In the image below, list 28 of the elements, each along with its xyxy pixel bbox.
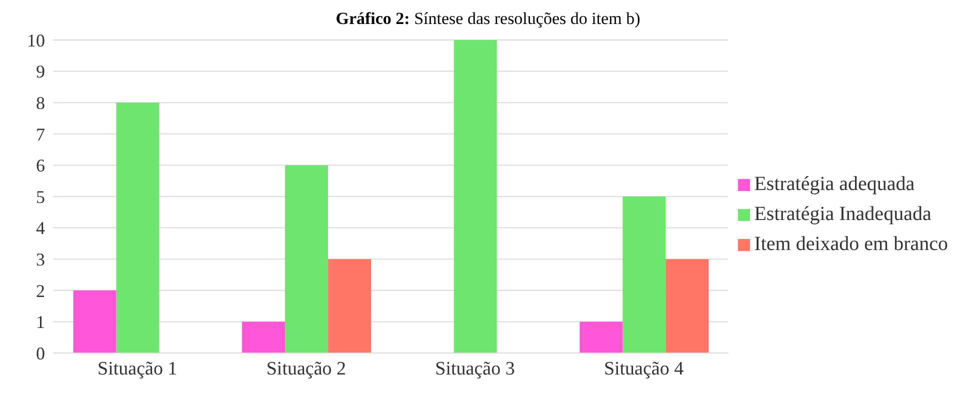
y-tick-label: 10 xyxy=(27,30,45,50)
y-tick-label: 2 xyxy=(36,280,45,301)
bar xyxy=(116,102,160,353)
bar xyxy=(454,40,497,353)
bar xyxy=(622,196,666,353)
bar xyxy=(580,322,623,353)
x-tick-label: Situação 4 xyxy=(604,358,684,380)
y-tick-label: 7 xyxy=(36,124,45,144)
bar xyxy=(666,259,709,353)
y-tick-label: 5 xyxy=(36,186,45,207)
y-tick-label: 0 xyxy=(36,343,45,364)
bar xyxy=(328,259,372,353)
legend-label: Item deixado em branco xyxy=(754,233,948,255)
chart-title: Gráfico 2: Síntese das resoluções do item b) xyxy=(334,8,642,30)
y-tick-label: 9 xyxy=(36,62,45,82)
legend-label: Estratégia Inadequada xyxy=(754,203,932,225)
y-tick-label: 8 xyxy=(36,92,45,113)
y-tick-label: 3 xyxy=(36,249,45,270)
bar xyxy=(242,322,286,353)
y-tick-label: 4 xyxy=(36,218,45,238)
bar xyxy=(285,165,328,353)
bar xyxy=(73,290,116,353)
y-tick-label: 6 xyxy=(36,156,45,176)
legend-label: Estratégia adequada xyxy=(754,173,915,195)
x-tick-label: Situação 3 xyxy=(435,358,515,380)
y-tick-label: 1 xyxy=(36,312,45,332)
x-tick-label: Situação 2 xyxy=(266,358,346,380)
x-tick-label: Situação 1 xyxy=(98,358,178,380)
